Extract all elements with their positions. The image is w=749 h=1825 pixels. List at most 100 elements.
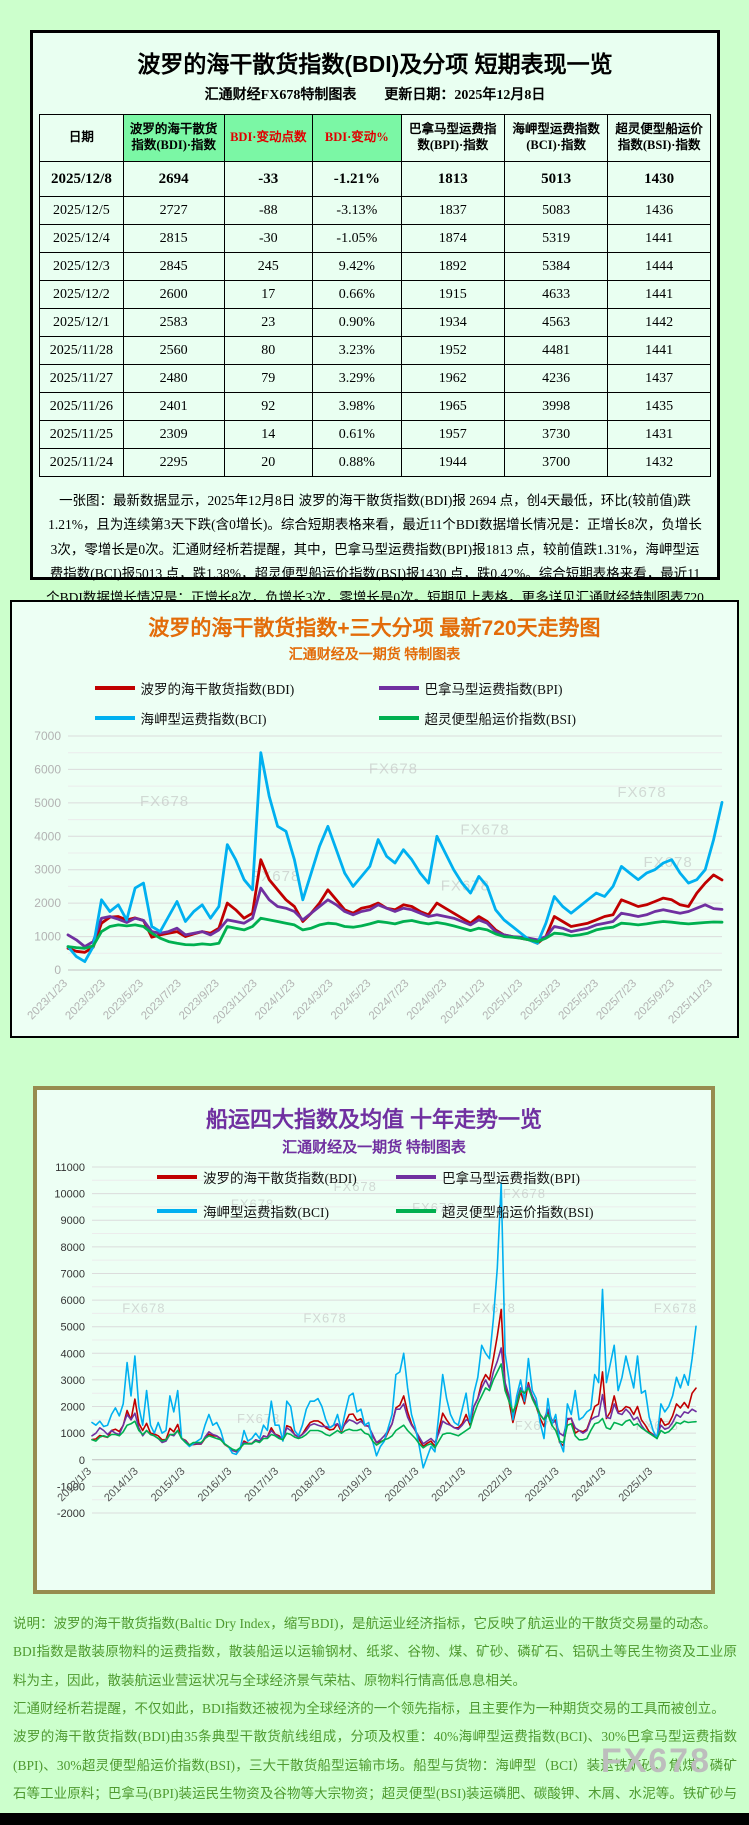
table-cell: 2025/12/1 xyxy=(39,308,124,337)
table-cell: 0.90% xyxy=(312,308,402,337)
legend-label: 海岬型运费指数(BCI) xyxy=(140,712,267,727)
table-cell: 1962 xyxy=(400,364,505,393)
svg-text:3000: 3000 xyxy=(61,1375,85,1387)
svg-text:7000: 7000 xyxy=(61,1268,85,1280)
short-term-panel: 波罗的海干散货指数(BDI)及分项 短期表现一览 汇通财经FX678特制图表 更新… xyxy=(30,30,720,629)
legend-line-swatch xyxy=(94,686,135,690)
chart-10y-legend: 波罗的海干散货指数(BDI) 巴拿马型运费指数(BPI) 海岬型运费指数(BCI) 超… xyxy=(157,1167,627,1221)
table-cell: 245 xyxy=(223,252,314,281)
legend-label: 波罗的海干散货指数(BDI) xyxy=(140,682,295,697)
table-cell: 1944 xyxy=(400,448,505,477)
column-header: 超灵便型船运价指数(BSI)·指数 xyxy=(607,114,711,162)
table-cell: 1915 xyxy=(400,280,505,309)
legend-item: 波罗的海干散货指数(BDI) xyxy=(157,1167,388,1187)
table-cell: 2560 xyxy=(122,336,225,365)
table-cell: 0.88% xyxy=(312,448,402,477)
svg-text:1000: 1000 xyxy=(34,930,61,944)
table-cell: 2025/12/4 xyxy=(39,224,124,253)
table-cell: 2025/11/25 xyxy=(39,420,124,449)
table-cell: 2025/12/3 xyxy=(39,252,124,281)
legend-line-swatch xyxy=(94,716,135,720)
table-cell: 1837 xyxy=(400,196,505,225)
table-row: 2025/11/24 2295 20 0.88% 1944 3700 1432 xyxy=(39,448,711,477)
table-cell: 0.66% xyxy=(312,280,402,309)
svg-text:2022/1/3: 2022/1/3 xyxy=(476,1465,515,1504)
table-cell: 79 xyxy=(223,364,314,393)
table-cell: -3.13% xyxy=(312,196,402,225)
table-cell: 0.61% xyxy=(312,420,402,449)
svg-text:2000: 2000 xyxy=(61,1402,85,1414)
chart-720-subtitle: 汇通财经及一期货 特制图表 xyxy=(288,648,461,663)
svg-text:FX678: FX678 xyxy=(231,1197,274,1212)
svg-text:FX678: FX678 xyxy=(369,760,418,777)
bdi-table: 日期 波罗的海干散货指数(BDI)·指数 BDI·变动点数 BDI·变动% 巴拿马型运费… xyxy=(39,114,711,477)
table-row: 2025/12/8 2694 -33 -1.21% 1813 5013 1430 xyxy=(39,161,711,197)
footnote-paragraph: BDI指数是散装原物料的运费指数，散装船运以运输钢材、纸浆、谷物、煤、矿砂、磷矿… xyxy=(13,1644,737,1688)
table-cell: 5384 xyxy=(503,252,609,281)
svg-text:FX678: FX678 xyxy=(515,1418,558,1433)
table-cell: 1441 xyxy=(607,280,711,309)
table-cell: -1.21% xyxy=(312,161,402,197)
table-cell: 14 xyxy=(223,420,314,449)
footnote-text: 说明：波罗的海干散货指数(Baltic Dry Index，缩写BDI)，是航运… xyxy=(13,1610,737,1825)
svg-text:6000: 6000 xyxy=(34,762,61,776)
footnote-paragraph: 说明：波罗的海干散货指数(Baltic Dry Index，缩写BDI)，是航运… xyxy=(13,1616,717,1631)
svg-text:2000: 2000 xyxy=(34,896,61,910)
svg-text:2025/5/23: 2025/5/23 xyxy=(557,978,602,1023)
table-cell: 1435 xyxy=(607,392,711,421)
table-cell: 5319 xyxy=(503,224,609,253)
legend-item: 海岬型运费指数(BCI) xyxy=(94,708,371,728)
table-row: 2025/11/25 2309 14 0.61% 1957 3730 1431 xyxy=(39,420,711,449)
chart-720-legend: 波罗的海干散货指数(BDI) 巴拿马型运费指数(BPI) 海岬型运费指数(BCI) 超… xyxy=(94,678,655,728)
table-cell: -88 xyxy=(223,196,314,225)
svg-text:FX678: FX678 xyxy=(654,1300,697,1315)
table-cell: 3.29% xyxy=(312,364,402,393)
table-cell: 92 xyxy=(223,392,314,421)
table-cell: 1430 xyxy=(607,161,711,197)
table-cell: 3700 xyxy=(503,448,609,477)
svg-text:FX678: FX678 xyxy=(122,1300,165,1315)
summary-text: 一张图：最新数据显示，2025年12月8日 波罗的海干散货指数(BDI)报 26… xyxy=(46,493,704,629)
chart-10y-panel: 船运四大指数及均值 十年走势一览 汇通财经及一期货 特制图表 波罗的海干散货指数… xyxy=(33,1086,715,1594)
panel-subtitle: 汇通财经FX678特制图表 更新日期：2025年12月8日 xyxy=(33,84,717,104)
table-cell: -1.05% xyxy=(312,224,402,253)
table-cell: 3998 xyxy=(503,392,609,421)
column-header: 巴拿马型运费指数(BPI)·指数 xyxy=(400,114,505,162)
table-cell: 1442 xyxy=(607,308,711,337)
legend-item: 波罗的海干散货指数(BDI) xyxy=(94,678,371,698)
table-cell: 2025/11/26 xyxy=(39,392,124,421)
legend-line-swatch xyxy=(157,1175,197,1179)
legend-label: 超灵便型船运价指数(BSI) xyxy=(442,1205,594,1220)
svg-text:2023/5/23: 2023/5/23 xyxy=(101,978,146,1023)
legend-label: 巴拿马型运费指数(BPI) xyxy=(442,1171,580,1186)
table-cell: 1441 xyxy=(607,336,711,365)
table-cell: 2025/12/8 xyxy=(39,161,124,197)
table-row: 2025/12/3 2845 245 9.42% 1892 5384 1444 xyxy=(39,252,711,281)
svg-text:2020/1/3: 2020/1/3 xyxy=(383,1465,422,1504)
chart-10y-subtitle: 汇通财经及一期货 特制图表 xyxy=(282,1140,466,1156)
table-cell: 2694 xyxy=(122,161,225,197)
svg-text:FX678: FX678 xyxy=(140,793,189,810)
svg-text:4000: 4000 xyxy=(34,829,61,843)
footnote-paragraph: 汇通财经析若提醒，不仅如此，BDI指数还被视为全球经济的一个领先指标，且主要作为… xyxy=(13,1701,725,1717)
svg-text:FX678: FX678 xyxy=(334,1179,377,1194)
table-cell: 17 xyxy=(223,280,314,309)
table-cell: 1432 xyxy=(607,448,711,477)
svg-text:2024/5/23: 2024/5/23 xyxy=(329,978,374,1023)
table-cell: 1934 xyxy=(400,308,505,337)
svg-text:2014/1/3: 2014/1/3 xyxy=(102,1465,141,1504)
table-cell: 2401 xyxy=(122,392,225,421)
column-header: BDI·变动点数 xyxy=(223,114,314,162)
table-cell: 2025/11/27 xyxy=(39,364,124,393)
column-header: 波罗的海干散货指数(BDI)·指数 xyxy=(122,114,225,162)
table-cell: 2309 xyxy=(122,420,225,449)
svg-text:FX678: FX678 xyxy=(636,1418,679,1433)
table-cell: -30 xyxy=(223,224,314,253)
chart-10y-plot-area: 波罗的海干散货指数(BDI) 巴拿马型运费指数(BPI) 海岬型运费指数(BCI) 超… xyxy=(37,1161,711,1573)
source-label: 汇通财经FX678特制图表 xyxy=(204,88,357,103)
svg-text:8000: 8000 xyxy=(61,1242,85,1254)
svg-text:4000: 4000 xyxy=(61,1348,85,1360)
table-cell: 1436 xyxy=(607,196,711,225)
table-cell: 3.98% xyxy=(312,392,402,421)
